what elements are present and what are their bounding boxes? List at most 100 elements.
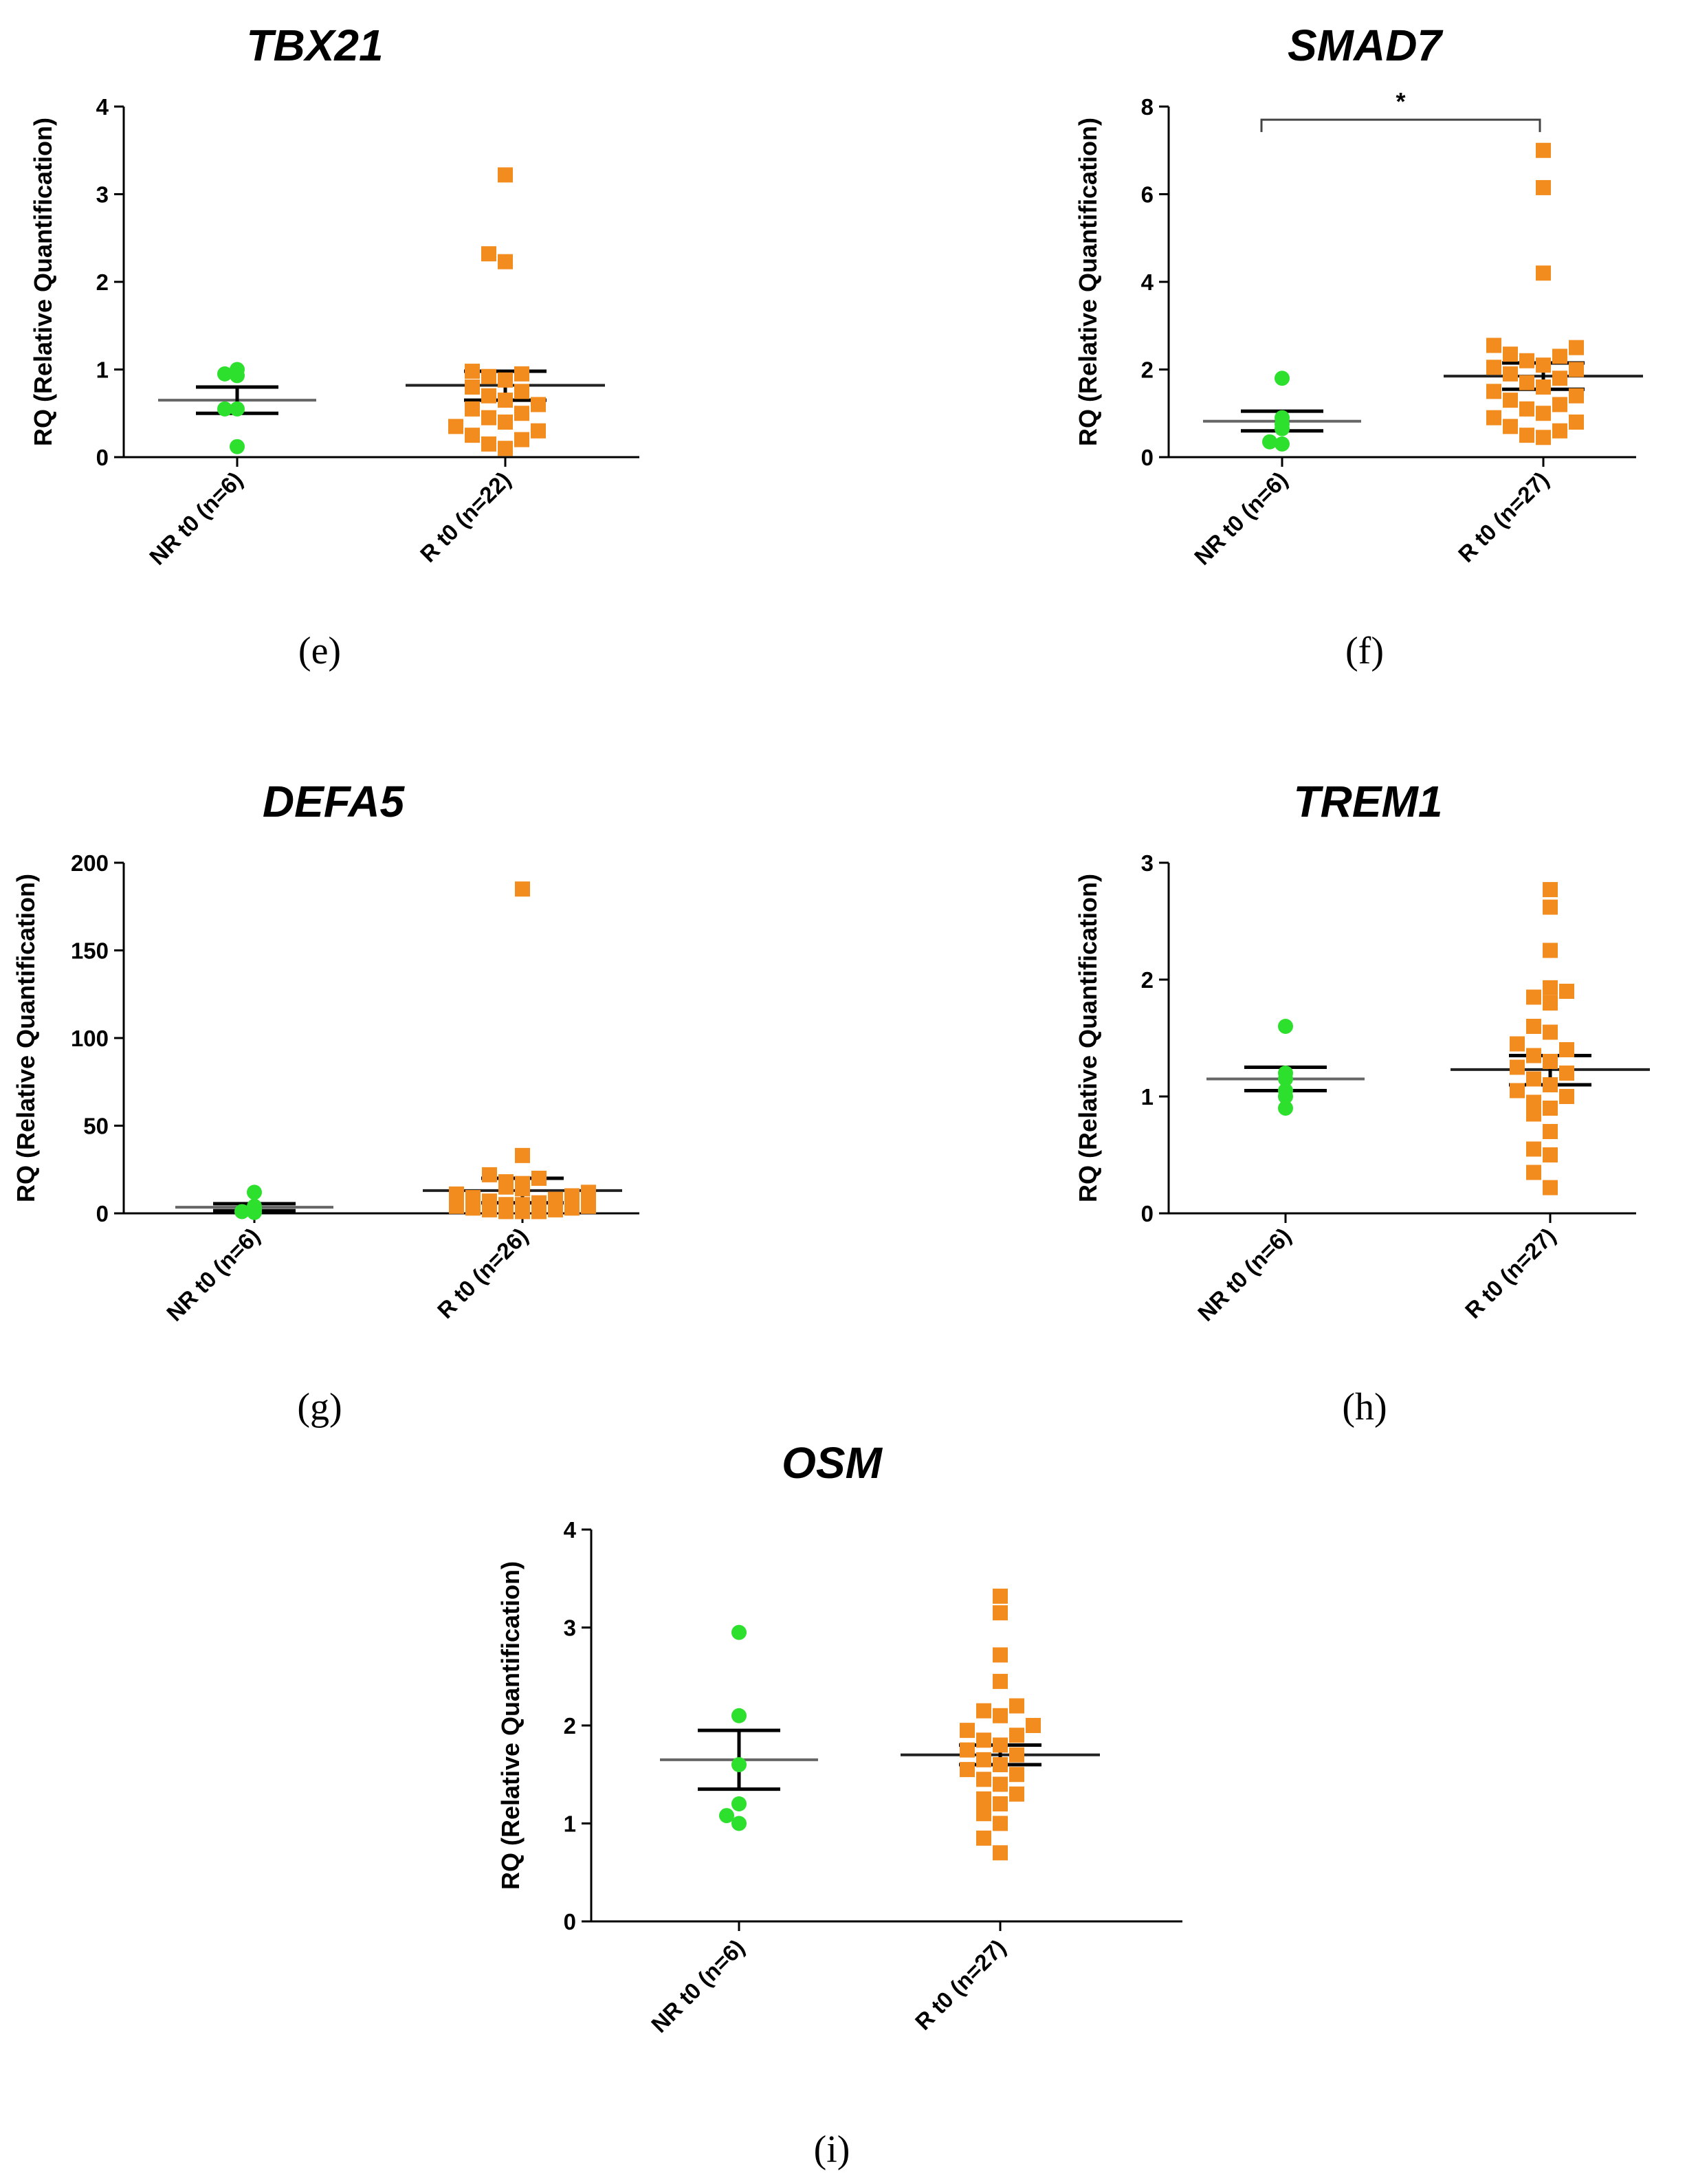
- data-point-r: [1569, 415, 1584, 430]
- data-point-nr: [247, 1184, 262, 1200]
- data-point-r: [1536, 379, 1551, 395]
- data-point-r: [993, 1673, 1008, 1689]
- y-axis-label: RQ (Relative Quantification): [496, 1561, 525, 1890]
- data-point-r: [465, 428, 480, 443]
- data-point-r: [1526, 1141, 1541, 1157]
- data-point-r: [481, 246, 496, 262]
- chart-panel-trem1: TREM1 0 1 2 3 RQ (Relative Quantification) NR …: [1074, 777, 1650, 1429]
- data-point-nr: [731, 1757, 747, 1772]
- data-point-nr: [1278, 1089, 1293, 1104]
- y-tick-label: 1: [564, 1811, 576, 1837]
- data-point-r: [482, 1202, 497, 1217]
- data-point-r: [1526, 1094, 1541, 1110]
- y-axis-label: RQ (Relative Quantification): [1074, 118, 1102, 446]
- data-point-r: [976, 1752, 991, 1767]
- data-point-r: [481, 410, 496, 426]
- data-point-r: [515, 1181, 530, 1197]
- x-category-label: NR t0 (n=6): [144, 467, 247, 570]
- y-tick-label: 4: [96, 94, 109, 120]
- data-point-r: [498, 441, 513, 456]
- data-point-r: [1009, 1767, 1024, 1783]
- y-tick-label: 2: [1141, 967, 1154, 993]
- data-point-r: [993, 1588, 1008, 1604]
- data-point-nr: [731, 1816, 747, 1831]
- data-point-r: [1543, 942, 1558, 958]
- y-tick-label: 3: [96, 182, 109, 208]
- data-point-r: [515, 1204, 530, 1220]
- data-point-r: [1543, 882, 1558, 898]
- y-tick-label: 3: [564, 1615, 576, 1641]
- y-tick-label: 200: [71, 850, 109, 876]
- y-tick-label: 0: [1141, 445, 1154, 470]
- data-point-r: [581, 1184, 596, 1200]
- data-point-r: [481, 368, 496, 384]
- y-axis-label: RQ (Relative Quantification): [29, 118, 57, 446]
- data-point-r: [993, 1776, 1008, 1792]
- data-point-r: [1536, 357, 1551, 373]
- chart-title: TBX21: [246, 21, 383, 70]
- data-point-r: [1009, 1786, 1024, 1802]
- x-category-label: NR t0 (n=6): [1193, 1223, 1296, 1326]
- data-point-r: [976, 1772, 991, 1787]
- data-point-r: [1536, 430, 1551, 445]
- data-point-r: [449, 1198, 464, 1214]
- y-tick-label: 8: [1141, 94, 1154, 120]
- chart-panel-defa5: DEFA5 0 50 100 150 200 RQ (Relative Quantifica…: [12, 777, 639, 1429]
- data-point-r: [481, 436, 496, 452]
- data-point-r: [514, 384, 529, 399]
- data-point-r: [993, 1757, 1008, 1772]
- chart-title: TREM1: [1294, 777, 1443, 826]
- data-point-r: [1559, 1042, 1574, 1057]
- data-point-r: [548, 1202, 563, 1217]
- data-point-r: [448, 419, 463, 434]
- data-point-r: [1536, 142, 1551, 158]
- data-point-r: [531, 1171, 547, 1186]
- data-point-r: [960, 1742, 975, 1758]
- data-point-r: [498, 1179, 514, 1195]
- panel-label: (f): [1345, 630, 1384, 672]
- data-point-r: [960, 1723, 975, 1739]
- data-point-r: [1552, 423, 1567, 439]
- data-point-r: [531, 423, 546, 439]
- data-point-nr: [217, 401, 232, 417]
- y-tick-label: 0: [96, 445, 109, 470]
- data-point-r: [1486, 410, 1501, 426]
- data-point-r: [976, 1732, 991, 1748]
- data-point-r: [1552, 397, 1567, 412]
- data-point-r: [1486, 338, 1501, 353]
- data-point-r: [1486, 384, 1501, 399]
- chart-title: OSM: [782, 1438, 883, 1488]
- data-point-nr: [1278, 1019, 1293, 1034]
- data-point-r: [481, 388, 496, 404]
- y-tick-label: 2: [96, 269, 109, 295]
- y-tick-label: 1: [96, 357, 109, 383]
- data-point-r: [1543, 1024, 1558, 1040]
- panel-label: (i): [814, 2128, 850, 2171]
- significance-label: *: [1396, 87, 1405, 115]
- data-point-r: [1526, 1019, 1541, 1034]
- data-point-r: [1552, 371, 1567, 386]
- data-point-r: [1543, 899, 1558, 915]
- data-point-r: [449, 1186, 464, 1202]
- x-category-label: NR t0 (n=6): [162, 1223, 265, 1326]
- data-point-r: [1536, 179, 1551, 195]
- chart-panel-smad7: SMAD7 0 2 4 6 8 RQ (Relative Quantification) NR…: [1074, 21, 1643, 672]
- data-point-r: [993, 1605, 1008, 1621]
- data-point-r: [1526, 1048, 1541, 1063]
- data-point-r: [465, 379, 480, 395]
- data-point-r: [1526, 1106, 1541, 1122]
- y-tick-label: 0: [564, 1909, 576, 1934]
- x-category-label: R t0 (n=22): [415, 467, 516, 567]
- data-point-r: [515, 881, 530, 897]
- data-point-r: [465, 1200, 481, 1216]
- data-point-r: [960, 1762, 975, 1778]
- data-point-r: [1543, 995, 1558, 1011]
- data-point-r: [498, 254, 513, 269]
- data-point-r: [1536, 406, 1551, 421]
- chart-panel-osm: OSM 0 1 2 3 4 RQ (Relative Quantification) NR t…: [496, 1438, 1182, 2171]
- data-point-r: [1510, 1059, 1525, 1075]
- panel-label: (e): [298, 630, 341, 672]
- chart-panel-tbx21: TBX21 0 1 2 3 4 RQ (Relative Quantification) NR…: [29, 21, 639, 672]
- y-tick-label: 100: [71, 1026, 109, 1051]
- y-tick-label: 4: [564, 1517, 577, 1543]
